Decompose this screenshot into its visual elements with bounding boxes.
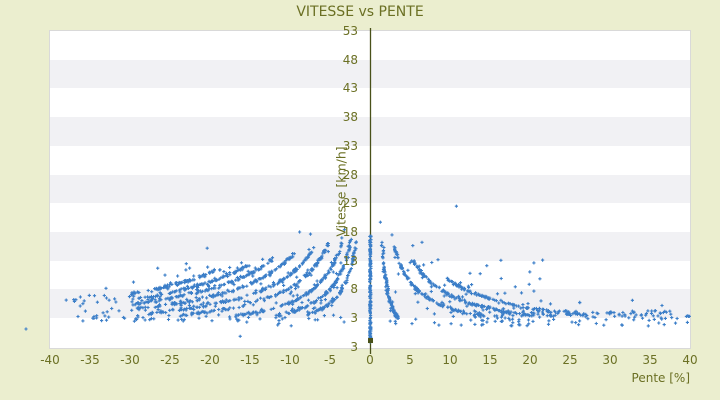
y-tick-label: 3 [350,340,358,355]
scatter-points [24,204,691,344]
x-tick-label: -30 [120,353,140,367]
x-tick-label: 15 [482,353,498,367]
x-tick-label: -25 [160,353,180,367]
y-tick-label: 43 [342,81,358,96]
y-tick-label: 38 [342,110,358,125]
x-tick-label: 20 [522,353,538,367]
x-tick-label: 0 [366,353,374,367]
x-tick-label: 40 [682,353,698,367]
y-tick-label: 28 [342,167,358,182]
y-axis-title: Vitesse [km/h] [333,146,349,237]
x-tick-label: -5 [324,353,336,367]
x-tick-label: 25 [562,353,578,367]
y-tick-label: 53 [342,24,358,38]
x-tick-label: -20 [200,353,220,367]
x-tick-label: 5 [406,353,414,367]
x-tick-label: -40 [40,353,60,367]
x-tick-label: -10 [280,353,300,367]
axis-end-marker [368,338,373,344]
x-tick-label: 10 [442,353,458,367]
y-tick-label: 23 [342,196,358,211]
x-tick-label: 35 [642,353,658,367]
y-tick-label: 8 [350,282,358,297]
chart-title: VITESSE vs PENTE [296,4,424,20]
y-tick-label: 48 [342,52,358,67]
y-tick-label: 3 [350,311,358,326]
x-axis-title: Pente [%] [631,371,690,385]
x-tick-label: 30 [602,353,618,367]
y-tick-label: 13 [342,253,358,268]
y-tick-label: 33 [342,138,358,153]
x-tick-label: -35 [80,353,100,367]
x-tick-label: -15 [240,353,260,367]
y-tick-label: 18 [342,224,358,239]
